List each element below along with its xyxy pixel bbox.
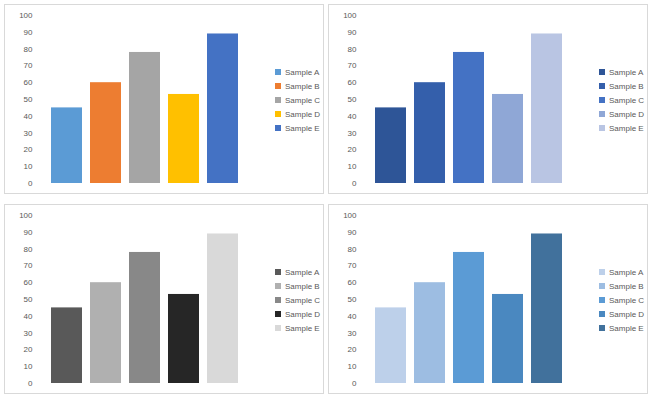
- html-text:Sample E: Sample E: [285, 123, 320, 133]
- svg-text:80: 80: [24, 45, 33, 54]
- svg-text:20: 20: [24, 145, 33, 154]
- svg-text:20: 20: [24, 345, 33, 354]
- svg-text:100: 100: [19, 211, 33, 220]
- html-text:Sample A: Sample A: [285, 67, 320, 77]
- svg-text:60: 60: [348, 78, 357, 87]
- svg-text:10: 10: [348, 162, 357, 171]
- html-text:Sample B: Sample B: [285, 281, 320, 291]
- svg-text:90: 90: [24, 228, 33, 237]
- svg-text:40: 40: [24, 112, 33, 121]
- svg-text:80: 80: [348, 245, 357, 254]
- svg-text:40: 40: [348, 312, 357, 321]
- svg-text:10: 10: [24, 362, 33, 371]
- svg-text:100: 100: [343, 211, 357, 220]
- svg-text:60: 60: [348, 278, 357, 287]
- html-text:Sample D: Sample D: [609, 309, 645, 319]
- svg-text:90: 90: [348, 28, 357, 37]
- svg-text:0: 0: [352, 379, 357, 388]
- svg-text:10: 10: [348, 362, 357, 371]
- svg-text:30: 30: [24, 329, 33, 338]
- svg-text:0: 0: [28, 179, 33, 188]
- html-text:Sample A: Sample A: [609, 267, 644, 277]
- svg-text:0: 0: [28, 379, 33, 388]
- html-text:Sample A: Sample A: [609, 67, 644, 77]
- svg-text:70: 70: [348, 261, 357, 270]
- svg-text:20: 20: [348, 145, 357, 154]
- svg-text:30: 30: [348, 329, 357, 338]
- svg-text:50: 50: [24, 295, 33, 304]
- svg-text:30: 30: [348, 129, 357, 138]
- svg-text:40: 40: [348, 112, 357, 121]
- html-text:Sample C: Sample C: [609, 95, 645, 105]
- html-text:Sample B: Sample B: [609, 81, 644, 91]
- svg-text:10: 10: [24, 162, 33, 171]
- svg-text:60: 60: [24, 78, 33, 87]
- html-text:Sample C: Sample C: [285, 95, 321, 105]
- html-text:Sample A: Sample A: [285, 267, 320, 277]
- html-text:Sample D: Sample D: [609, 109, 645, 119]
- html-text:Sample E: Sample E: [285, 323, 320, 333]
- html-text:Sample E: Sample E: [609, 323, 644, 333]
- html-text:Sample B: Sample B: [285, 81, 320, 91]
- svg-text:70: 70: [24, 61, 33, 70]
- svg-text:70: 70: [24, 261, 33, 270]
- svg-text:50: 50: [348, 295, 357, 304]
- svg-text:40: 40: [24, 312, 33, 321]
- svg-text:50: 50: [348, 95, 357, 104]
- html-text:Sample D: Sample D: [285, 109, 321, 119]
- html-text:Sample C: Sample C: [285, 295, 321, 305]
- svg-text:80: 80: [24, 245, 33, 254]
- svg-text:80: 80: [348, 45, 357, 54]
- svg-text:100: 100: [343, 11, 357, 20]
- svg-text:90: 90: [348, 228, 357, 237]
- svg-text:60: 60: [24, 278, 33, 287]
- svg-text:90: 90: [24, 28, 33, 37]
- svg-text:30: 30: [24, 129, 33, 138]
- svg-text:70: 70: [348, 61, 357, 70]
- svg-text:0: 0: [352, 179, 357, 188]
- html-text:Sample D: Sample D: [285, 309, 321, 319]
- html-text:Sample C: Sample C: [609, 295, 645, 305]
- svg-text:20: 20: [348, 345, 357, 354]
- html-text:Sample B: Sample B: [609, 281, 644, 291]
- svg-text:100: 100: [19, 11, 33, 20]
- html-text:Sample E: Sample E: [609, 123, 644, 133]
- svg-text:50: 50: [24, 95, 33, 104]
